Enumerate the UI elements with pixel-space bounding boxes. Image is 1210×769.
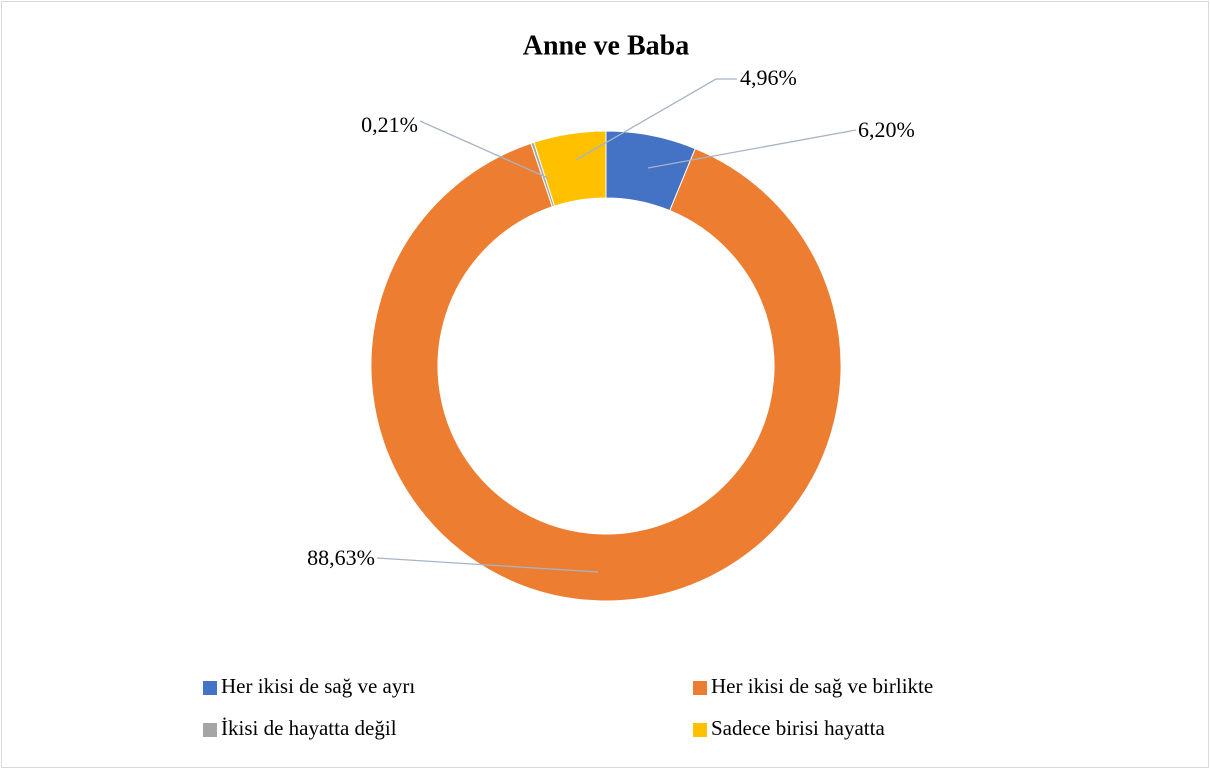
data-label: 0,21% — [361, 112, 418, 137]
donut-segment — [370, 142, 842, 602]
legend-swatch — [203, 723, 217, 737]
data-label: 88,63% — [307, 545, 375, 570]
legend-label: Her ikisi de sağ ve birlikte — [711, 674, 933, 698]
leader-line — [575, 78, 737, 161]
legend-label: Sadece birisi hayatta — [711, 716, 885, 740]
chart-title: Anne ve Baba — [523, 30, 689, 61]
leader-line — [419, 120, 549, 179]
legend-label: Her ikisi de sağ ve ayrı — [221, 674, 415, 698]
legend-swatch — [693, 681, 707, 695]
legend-label: İkisi de hayatta değil — [221, 716, 397, 740]
legend-swatch — [693, 723, 707, 737]
donut-segment — [533, 130, 607, 207]
leader-line — [647, 129, 857, 169]
legend-swatch — [203, 681, 217, 695]
leader-line — [376, 557, 599, 573]
data-label: 4,96% — [740, 65, 797, 90]
data-label: 6,20% — [858, 117, 915, 142]
